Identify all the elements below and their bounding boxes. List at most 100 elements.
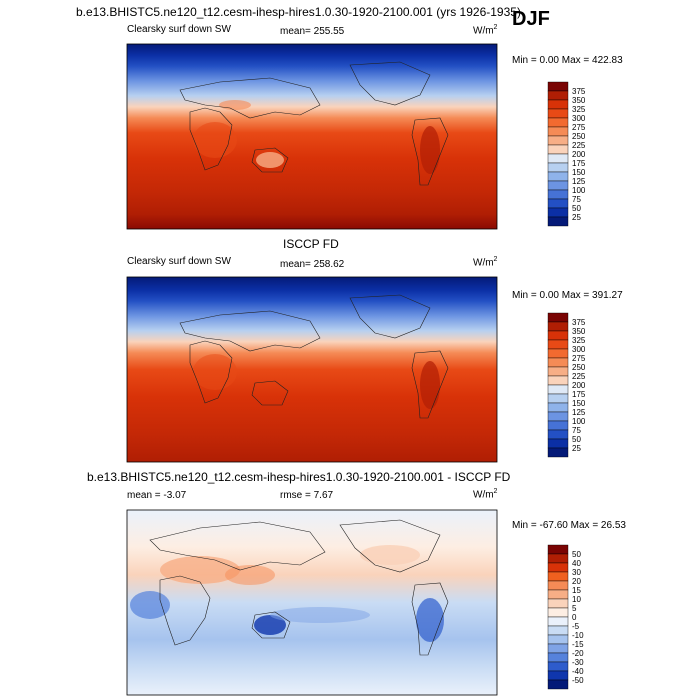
panel3-coast-australia [251,611,291,639]
panel3-frame [126,509,498,696]
colorbar-swatch [547,339,569,350]
colorbar-tick-label: 275 [572,123,586,132]
panel1-coast-eurasia [179,77,321,119]
colorbar-swatch [547,447,569,458]
colorbar-swatch [547,171,569,182]
colorbar-swatch [547,216,569,227]
colorbar-swatch [547,544,569,555]
colorbar-swatch [547,652,569,663]
panel3-feature-africa [130,591,170,619]
panel1-field [127,44,497,229]
colorbar-swatch [547,366,569,377]
colorbar-tick-label: -10 [572,631,584,640]
panel3-feature-samerica [416,598,444,642]
panel3-mean: mean = -3.07 [127,490,187,501]
colorbar-swatch [547,207,569,218]
panel3-field [127,510,497,695]
colorbar-tick-label: 375 [572,87,586,96]
colorbar-tick-label: 125 [572,408,586,417]
panel2-frame [126,276,498,463]
panel2-minmax: Min = 0.00 Max = 391.27 [512,290,623,301]
colorbar-swatch [547,180,569,191]
colorbar-swatch [547,580,569,591]
panel3-coastlines [149,519,449,656]
colorbar-swatch [547,198,569,209]
panel2-coast-australia [251,380,289,406]
panel1-map [126,43,498,230]
colorbar-tick-label: 100 [572,186,586,195]
panel2-coast-namerica [349,294,431,339]
colorbar-swatch [547,393,569,404]
colorbar-tick-label: 325 [572,105,586,114]
panel2-mean: mean= 258.62 [280,259,345,270]
panel3-coast-samerica [411,582,449,656]
colorbar-tick-label: 30 [572,568,581,577]
colorbar-swatch [547,348,569,359]
colorbar-tick-label: -40 [572,667,584,676]
panel2-colorbar: 3753503253002752502252001751501251007550… [547,312,586,458]
colorbar-swatch [547,81,569,92]
colorbar-swatch [547,162,569,173]
panel1-mean: mean= 255.55 [280,26,345,37]
colorbar-tick-label: 125 [572,177,586,186]
colorbar-tick-label: 40 [572,559,581,568]
colorbar-swatch [547,679,569,690]
colorbar-swatch [547,670,569,681]
colorbar-swatch [547,589,569,600]
panel3-feature-sahara [160,556,240,584]
panel2-title: ISCCP FD [283,237,339,251]
panel1-colorbar: 3753503253002752502252001751501251007550… [547,81,586,227]
panel1-variable: Clearsky surf down SW [127,24,231,35]
colorbar-swatch [547,144,569,155]
colorbar-swatch [547,117,569,128]
colorbar-tick-label: 250 [572,363,586,372]
colorbar-tick-label: -50 [572,676,584,685]
colorbar-tick-label: 100 [572,417,586,426]
panel2-units: W/m2 [473,256,498,269]
colorbar-swatch [547,90,569,101]
colorbar-tick-label: -30 [572,658,584,667]
panel1-coast-namerica [349,61,431,106]
panel3-title: b.e13.BHISTC5.ne120_t12.cesm-ihesp-hires… [87,470,511,484]
panel2-map [126,276,498,463]
panel1-coast-africa [189,107,233,171]
panel3-coast-eurasia [149,521,326,571]
colorbar-swatch [547,634,569,645]
panel1-coastlines [179,61,449,186]
colorbar-swatch [547,312,569,323]
colorbar-swatch [547,438,569,449]
colorbar-swatch [547,357,569,368]
colorbar-tick-label: 225 [572,141,586,150]
colorbar-swatch [547,625,569,636]
colorbar-tick-label: 225 [572,372,586,381]
colorbar-swatch [547,420,569,431]
colorbar-tick-label: 300 [572,114,586,123]
colorbar-tick-label: 175 [572,159,586,168]
panel3-feature-namerica [360,545,420,565]
colorbar-swatch [547,321,569,332]
colorbar-tick-label: 25 [572,213,581,222]
panel1-coast-australia [251,147,289,173]
colorbar-tick-label: 20 [572,577,581,586]
colorbar-tick-label: 25 [572,444,581,453]
panel1-frame [126,43,498,230]
colorbar-swatch [547,643,569,654]
colorbar-tick-label: 15 [572,586,581,595]
colorbar-tick-label: 5 [572,604,577,613]
colorbar-tick-label: 50 [572,204,581,213]
colorbar-tick-label: 325 [572,336,586,345]
colorbar-tick-label: 200 [572,150,586,159]
panel1-feature-samerica [420,126,440,174]
colorbar-tick-label: 275 [572,354,586,363]
colorbar-tick-label: 250 [572,132,586,141]
panel1-feature-tibet [219,100,251,110]
panel3-units: W/m2 [473,488,498,501]
colorbar-tick-label: 200 [572,381,586,390]
colorbar-swatch [547,607,569,618]
colorbar-swatch [547,330,569,341]
panel3-coast-namerica [339,519,441,573]
colorbar-swatch [547,153,569,164]
colorbar-tick-label: 50 [572,435,581,444]
colorbar-swatch [547,571,569,582]
